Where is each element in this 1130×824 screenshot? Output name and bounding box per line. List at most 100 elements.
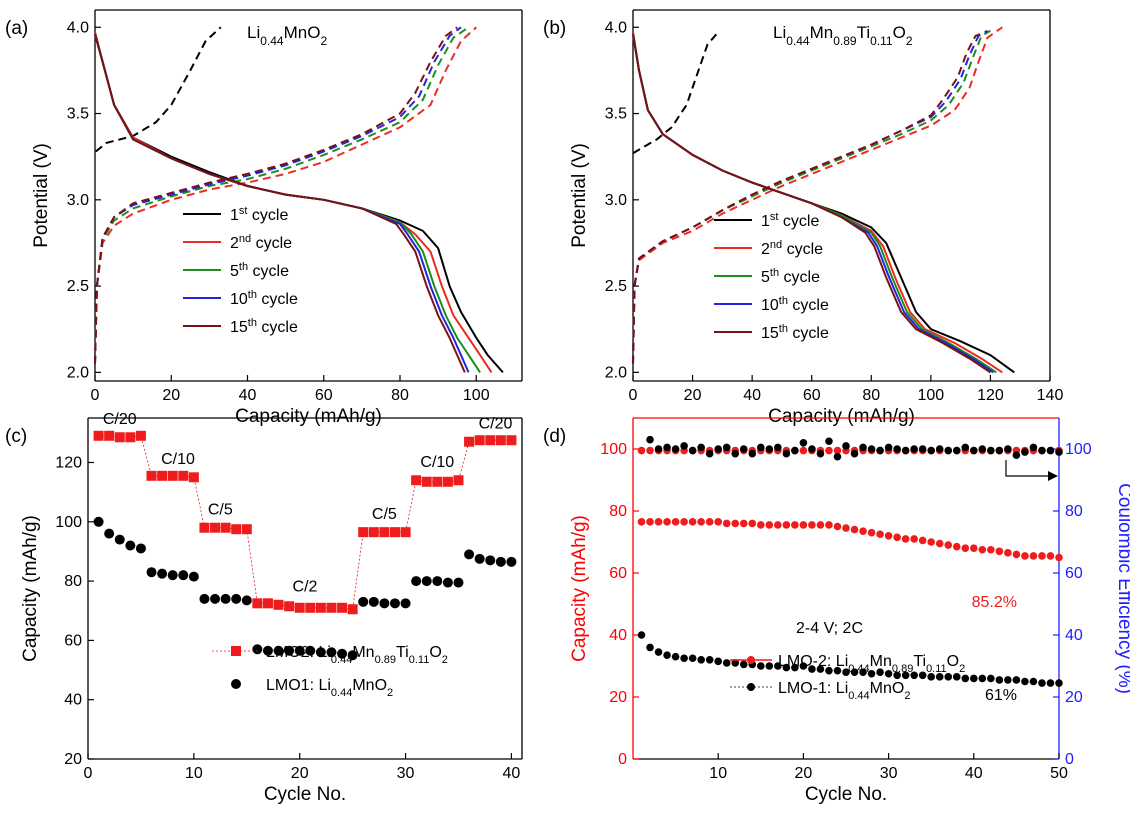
panel-d-series-1-point [722, 659, 731, 667]
panel-a-legend-label: 2nd cycle [230, 233, 292, 252]
panel-a-chart: (a) 0 20 40 60 80 100 2.0 2.5 3.0 3.5 4.0 Capacity … [5, 9, 523, 427]
panel-d-series-1-point [1038, 679, 1046, 687]
panel-d-series-0-point [714, 518, 722, 526]
panel-c-lmo1-point [368, 596, 379, 607]
panel-d-series-0-point [782, 521, 791, 529]
panel-b-legend-label: 1st cycle [761, 211, 819, 230]
panel-d-series-1-point [910, 671, 918, 680]
p2-y-tick-label: 40 [64, 692, 82, 709]
panel-d-series-0-point [1038, 552, 1046, 560]
panel-d-series-1-point [688, 654, 697, 663]
panel-c-lmo2-point [379, 527, 390, 538]
panel-d-series-0-point [1046, 552, 1055, 560]
panel-c-lmo1-point [379, 598, 390, 609]
panel-d-series-0-point [748, 519, 757, 528]
panel-c-lmo2-point [93, 430, 104, 441]
panel-c-lmo1-point [347, 650, 358, 661]
p0-x-axis-label: Capacity (mAh/g) [235, 406, 382, 427]
panel-c-lmo2-point [506, 435, 517, 446]
panel-d-series-3-point [944, 446, 953, 455]
panel-c-rate-label: C/5 [208, 501, 233, 518]
panel-d-series-3-point [680, 442, 688, 450]
p3-y-tick-label: 0 [618, 751, 627, 768]
panel-d-series-0-point [654, 518, 663, 526]
panel-c-lmo1-point [252, 644, 263, 655]
panel-d-series-1-point [646, 643, 654, 652]
panel-d-series-3-point [714, 445, 722, 453]
panel-d-series-3-point [901, 446, 910, 455]
panel-c-lmo1-point [178, 570, 189, 581]
panel-a-series-2-charge-line [94, 26, 470, 364]
panel-d-series-3-point [731, 449, 740, 458]
panel-d-series-1-point [825, 666, 833, 675]
panel-c-lmo2-point [284, 601, 295, 612]
panel-d-y2-tick-label: 20 [1065, 689, 1083, 706]
panel-c-rate-label: C/20 [479, 415, 513, 432]
panel-d-series-1-point [893, 671, 901, 680]
panel-d-series-3-point [739, 445, 748, 453]
panel-c-lmo1-point [199, 593, 210, 604]
panel-c-lmo2-point [337, 602, 348, 613]
panel-d-series-0-point [876, 530, 884, 539]
panel-d-series-3-point [765, 445, 774, 453]
panel-d-series-0-point [833, 522, 842, 531]
panel-d-series-0-point [791, 521, 799, 529]
panel-d-series-0-point [961, 544, 970, 552]
panel-d-series-3-point [722, 443, 731, 452]
panel-c-lmo1-point [464, 549, 475, 560]
panel-d-series-1-point [961, 674, 970, 683]
panel-c-lmo1-point [294, 645, 305, 656]
panel-d-series-0-point [1012, 550, 1021, 559]
p2-y-axis-label: Capacity (mAh/g) [20, 515, 41, 662]
panel-c-lmo1-point [167, 570, 178, 581]
panel-d-series-1-point [1012, 676, 1021, 684]
panel-d-legend-label: LMO-2: Li0.44Mn0.89Ti0.11O2 [778, 653, 965, 675]
panel-c-lmo2-point [114, 432, 125, 443]
panel-c-lmo2-point [453, 475, 464, 486]
panel-c-rate-label: C/2 [293, 578, 318, 595]
panel-d-retention-lmo1: 61% [985, 687, 1017, 704]
panel-d-series-1-point [774, 662, 782, 670]
panel-d-series-3-point [688, 446, 697, 455]
p1-y-tick-label: 3.5 [605, 106, 627, 123]
p3-x-axis-label: Cycle No. [805, 784, 887, 805]
panel-d-series-0-point [944, 541, 953, 549]
panel-c-lmo1-point [114, 534, 125, 545]
panel-c-lmo1-point [453, 577, 464, 588]
panel-d-series-0-point [995, 547, 1004, 556]
panel-c-lmo1-point [241, 595, 252, 606]
panel-b-chart: (b) 0 20 40 60 80 100 120 140 2.0 2.5 3.0 3.5 4.0 Cap… [543, 9, 1063, 427]
p0-y-tick-label: 2.0 [67, 364, 89, 381]
panel-d-series-1-point [1055, 679, 1063, 687]
panel-d-series-0-point [799, 521, 808, 529]
panel-d-series-0-point [1055, 553, 1063, 562]
panel-d-series-0-point [842, 524, 850, 532]
panel-d-series-3-point [970, 446, 978, 455]
panel-c-lmo1-point [146, 567, 157, 578]
panel-d-series-1-point [970, 674, 978, 683]
panel-d-series-3-point [961, 443, 970, 452]
p1-x-tick-label: 80 [862, 387, 880, 404]
panel-d-series-3-point [867, 445, 876, 453]
panel-d-series-3-point [833, 452, 842, 461]
panel-d-series-3-point [842, 442, 850, 450]
panel-c-lmo1-point [210, 593, 221, 604]
panel-c-lmo2-point [389, 527, 400, 538]
panel-d-series-0-point [850, 525, 859, 534]
p2-y-tick-label: 80 [64, 573, 82, 590]
panel-d-series-3-point [995, 446, 1004, 455]
panel-d-series-2-point [637, 446, 646, 455]
p1-x-tick-label: 40 [743, 387, 761, 404]
panel-c-lmo2-point [199, 522, 210, 533]
panel-d-series-3-point [978, 445, 987, 453]
panel-c-lmo1-point [411, 576, 422, 587]
panel-d-series-3-point [1021, 448, 1029, 456]
panel-c-lmo2-point [125, 432, 136, 443]
panel-c-lmo2-point [262, 598, 273, 609]
panel-d-series-1-point [808, 665, 816, 673]
panel-d-series-0-point [970, 544, 978, 552]
panel-c-lmo1-point [231, 593, 242, 604]
panel-c-lmo1-point [273, 645, 284, 656]
panel-d-series-3-point [748, 449, 757, 458]
panel-a-series-1-charge-line [94, 26, 477, 364]
